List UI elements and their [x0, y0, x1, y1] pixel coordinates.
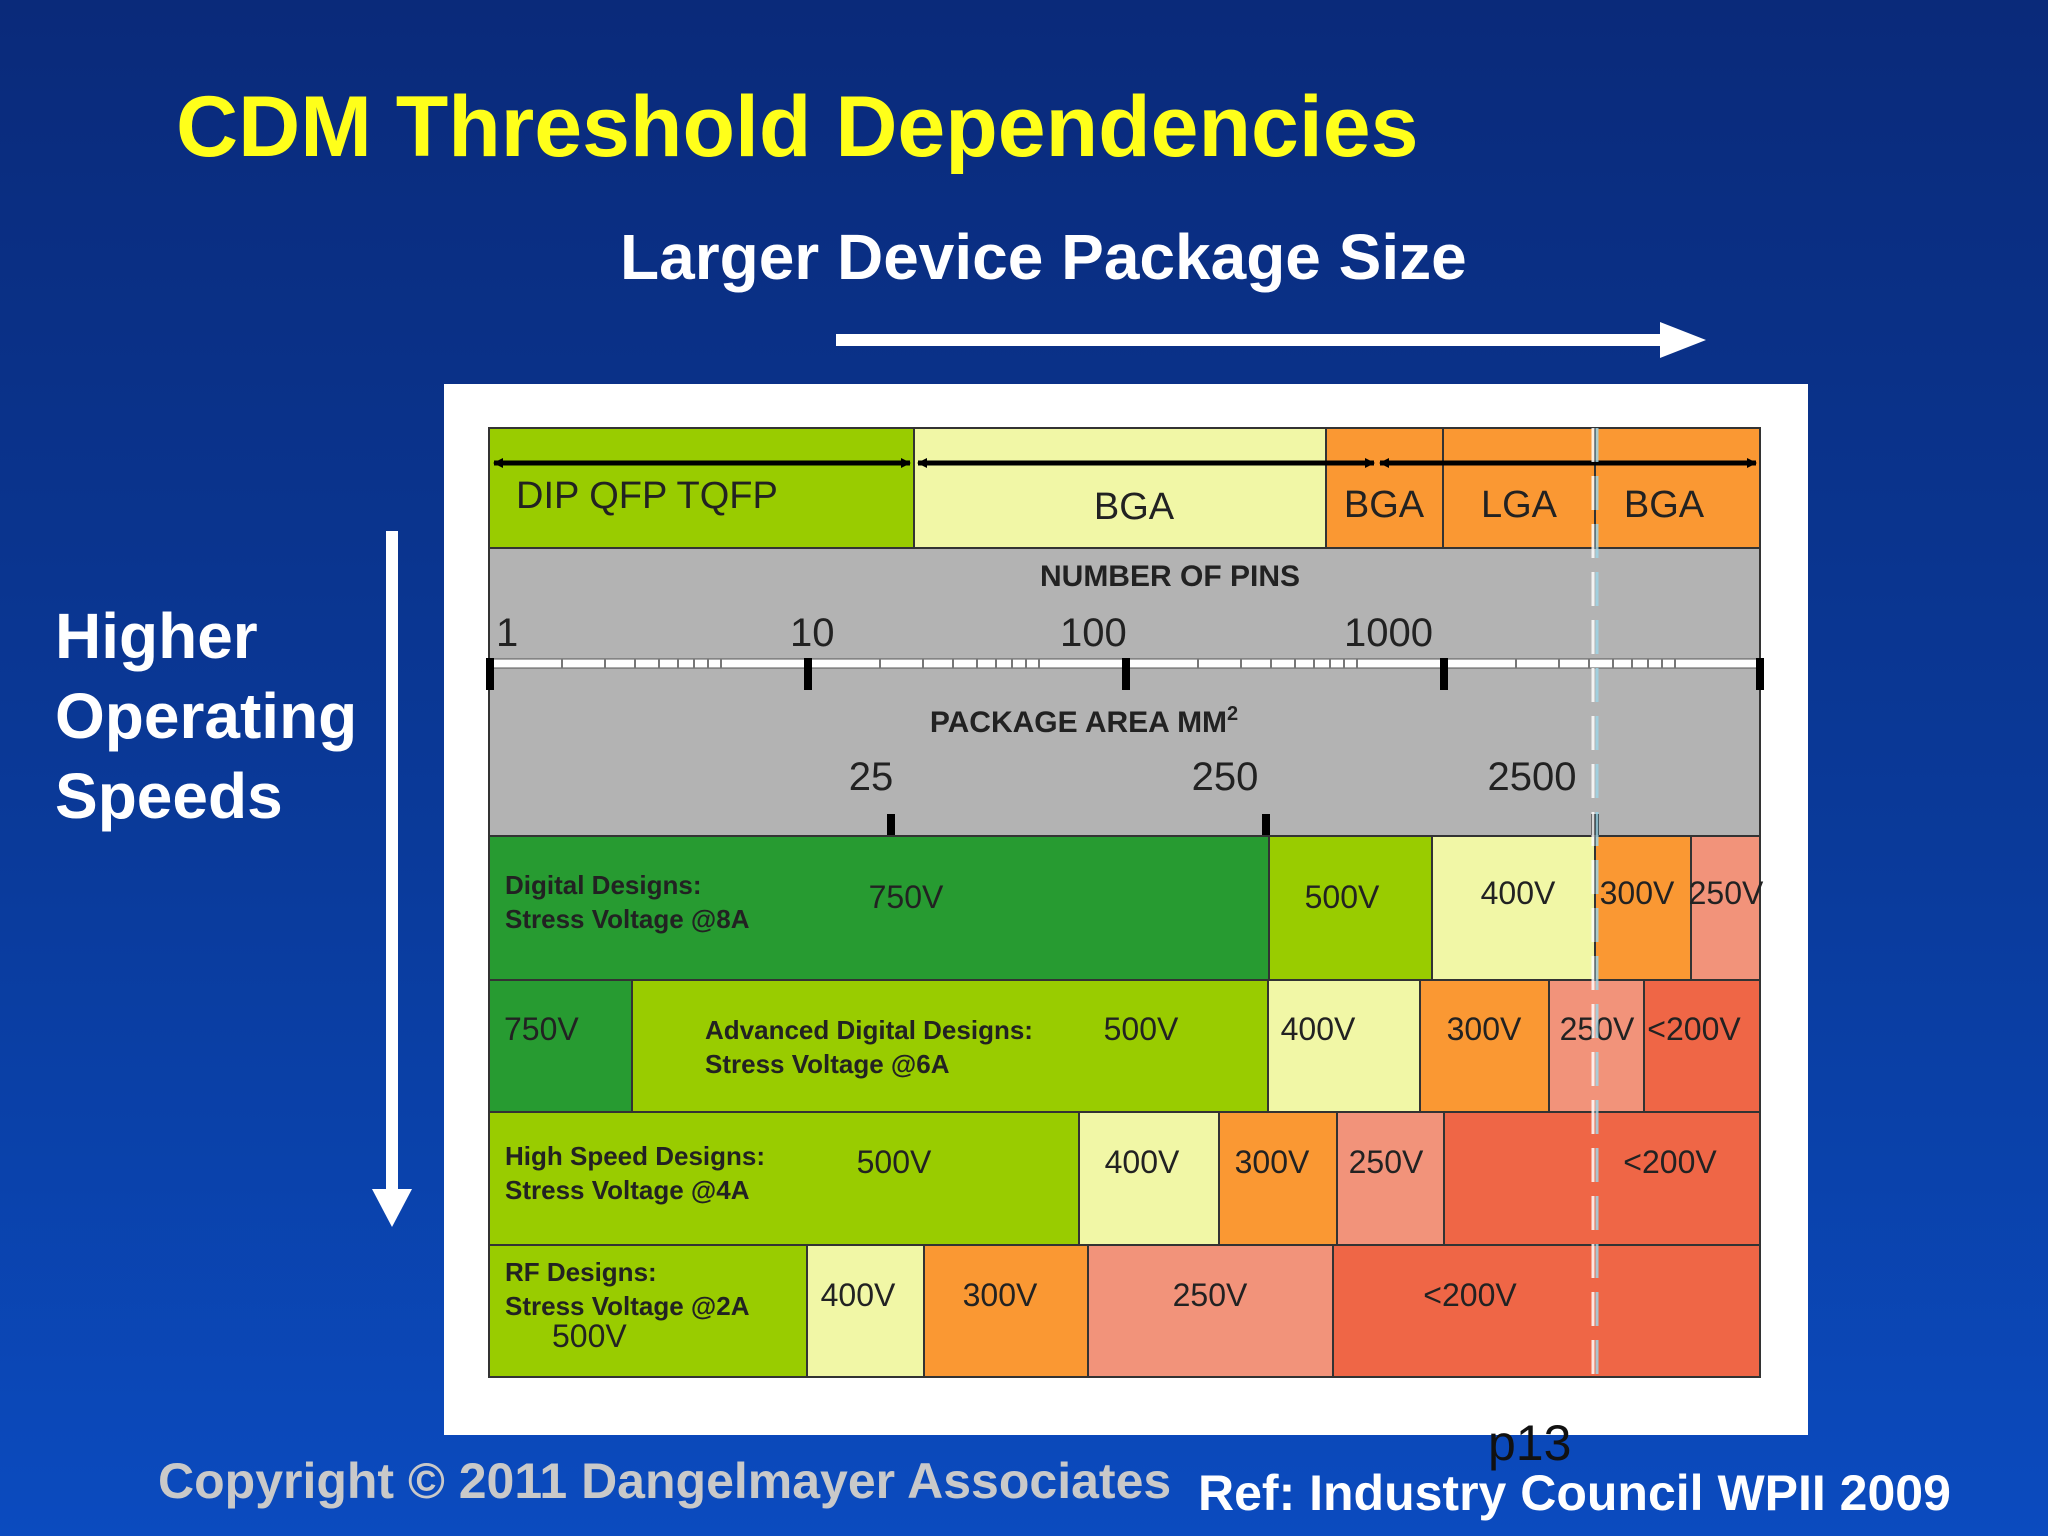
reference-text: Ref: Industry Council WPII 2009 — [1198, 1465, 1951, 1521]
row4-stress: Stress Voltage @2A — [505, 1291, 750, 1321]
row2-cell-400v — [1267, 979, 1421, 1113]
pins-tick-100: 100 — [1060, 611, 1127, 655]
row4-cell-300v — [923, 1244, 1089, 1378]
row2-cell-lt200v — [1643, 979, 1761, 1113]
row3-cell-500v — [488, 1111, 1080, 1246]
row1-value-500v: 500V — [1305, 879, 1380, 915]
pins-tick-1: 1 — [496, 611, 518, 655]
row1-cell-400v — [1431, 835, 1596, 981]
row2-cell-250v — [1548, 979, 1645, 1113]
package-cell-bga-3 — [1594, 427, 1761, 549]
row4-value-250v: 250V — [1173, 1277, 1248, 1313]
row3-stress: Stress Voltage @4A — [505, 1175, 750, 1205]
area-tick-250: 250 — [1192, 755, 1259, 799]
row3-value-lt200v: <200V — [1623, 1144, 1717, 1180]
row2-value-lt200v: <200V — [1647, 1011, 1741, 1047]
row4-value-400v: 400V — [821, 1277, 896, 1313]
package-label-bga-2: BGA — [1344, 484, 1425, 526]
package-size-label: Larger Device Package Size — [620, 221, 1467, 293]
operating-speed-line-2: Operating — [55, 680, 358, 752]
package-cell-bga-2 — [1325, 427, 1444, 549]
package-cell-dip — [488, 427, 915, 549]
operating-speed-line-1: Higher — [55, 600, 258, 672]
row3-value-250v: 250V — [1349, 1144, 1424, 1180]
row3-value-500v: 500V — [857, 1144, 932, 1180]
row3-value-300v: 300V — [1235, 1144, 1310, 1180]
copyright-text: Copyright © 2011 Dangelmayer Associates — [158, 1453, 1172, 1509]
row2-cell-300v — [1419, 979, 1550, 1113]
row2-value-400v: 400V — [1281, 1011, 1356, 1047]
operating-speed-label: Higher Operating Speeds — [55, 596, 357, 836]
row1-value-750v: 750V — [869, 879, 944, 915]
row2-value-500v: 500V — [1104, 1011, 1179, 1047]
area-tick-2500: 2500 — [1488, 755, 1577, 799]
row-advanced-digital-designs: 750V Advanced Digital Designs: Stress Vo… — [488, 979, 1761, 1113]
package-row: DIP QFP TQFP BGA BGA LGA BGA — [488, 427, 1761, 549]
area-title: PACKAGE AREA MM2 — [930, 703, 1238, 739]
row1-value-400v: 400V — [1481, 875, 1556, 911]
pins-tick-1000: 1000 — [1344, 611, 1433, 655]
threshold-marker-line — [1591, 428, 1599, 1377]
row2-cell-500v — [631, 979, 1269, 1113]
row4-cell-250v — [1087, 1244, 1334, 1378]
row4-value-300v: 300V — [963, 1277, 1038, 1313]
pins-title: NUMBER OF PINS — [1040, 560, 1300, 593]
pins-tick-10: 10 — [790, 611, 835, 655]
page-number: p13 — [1488, 1415, 1572, 1471]
row1-value-250v: 250V — [1689, 875, 1764, 911]
row4-cell-400v — [806, 1244, 925, 1378]
row4-value-lt200v: <200V — [1423, 1277, 1517, 1313]
row-digital-designs: Digital Designs: Stress Voltage @8A 750V… — [488, 835, 1764, 981]
slide-title: CDM Threshold Dependencies — [176, 79, 1419, 175]
down-arrow-icon — [372, 531, 412, 1227]
package-label-bga-3: BGA — [1624, 484, 1705, 526]
package-label-lga: LGA — [1481, 484, 1558, 526]
row4-value-500v: 500V — [552, 1318, 627, 1354]
area-scale-ticks — [887, 814, 1599, 850]
area-tick-25: 25 — [849, 755, 894, 799]
package-label-dip: DIP QFP TQFP — [516, 475, 778, 517]
log-scale-minor-ticks — [561, 659, 1676, 668]
row-rf-designs: RF Designs: Stress Voltage @2A 500V 400V… — [488, 1244, 1761, 1378]
package-cell-lga — [1442, 427, 1596, 549]
row3-design-name: High Speed Designs: — [505, 1141, 765, 1171]
row2-value-750v: 750V — [504, 1011, 579, 1047]
row2-value-300v: 300V — [1447, 1011, 1522, 1047]
row2-design-name: Advanced Digital Designs: — [705, 1015, 1033, 1045]
row1-stress: Stress Voltage @8A — [505, 904, 750, 934]
row3-cell-250v — [1336, 1111, 1445, 1246]
row1-design-name: Digital Designs: — [505, 870, 701, 900]
row2-stress: Stress Voltage @6A — [705, 1049, 950, 1079]
row3-cell-lt200v — [1443, 1111, 1761, 1246]
package-label-bga-1: BGA — [1094, 486, 1175, 528]
scale-background — [488, 547, 1761, 837]
operating-speed-line-3: Speeds — [55, 760, 283, 832]
row4-design-name: RF Designs: — [505, 1257, 657, 1287]
row-high-speed-designs: High Speed Designs: Stress Voltage @4A 5… — [488, 1111, 1761, 1246]
log-scale-major-ticks — [486, 658, 1764, 690]
row1-value-300v: 300V — [1600, 875, 1675, 911]
right-arrow-icon — [836, 322, 1706, 358]
row4-cell-lt200v — [1332, 1244, 1761, 1378]
row3-value-400v: 400V — [1105, 1144, 1180, 1180]
row1-cell-500v — [1268, 835, 1433, 981]
scale-area: NUMBER OF PINS 1 10 100 1000 PACK — [486, 547, 1764, 850]
row3-cell-400v — [1078, 1111, 1220, 1246]
cdm-threshold-diagram: DIP QFP TQFP BGA BGA LGA BGA NUMBER OF P… — [486, 427, 1764, 1378]
